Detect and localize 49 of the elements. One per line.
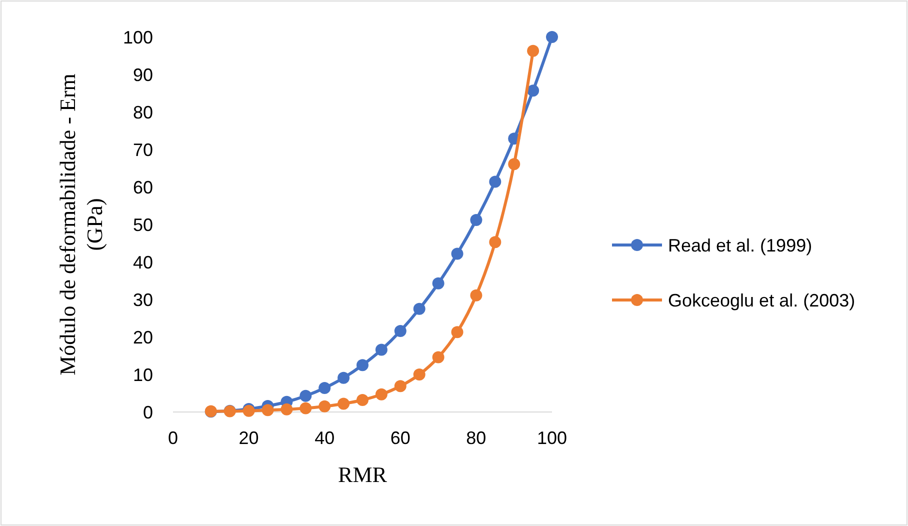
y-tick-label: 80: [132, 102, 153, 122]
point: [508, 158, 520, 170]
x-tick-label: 20: [238, 428, 259, 448]
y-tick-label: 10: [132, 364, 153, 385]
point: [356, 394, 368, 406]
point: [375, 344, 388, 356]
point: [451, 248, 464, 260]
point: [262, 404, 274, 416]
point: [375, 388, 388, 400]
point: [489, 236, 502, 248]
point: [470, 214, 482, 226]
y-tick-label: 0: [142, 402, 153, 422]
x-tick-label: 40: [314, 428, 335, 448]
point: [394, 325, 406, 337]
point: [356, 359, 368, 372]
legend-label: Read et al. (1999): [668, 235, 812, 256]
point: [432, 277, 444, 290]
point: [318, 382, 331, 394]
y-tick-label: 90: [132, 64, 153, 85]
point: [338, 372, 350, 384]
y-tick-label: 70: [132, 140, 153, 160]
point: [300, 390, 312, 402]
x-tick-label: 60: [390, 428, 410, 448]
y-axis-title: Módulo de deformabilidade - Erm (GPa): [55, 74, 107, 376]
point: [527, 44, 540, 57]
y-tick-label: 40: [132, 252, 153, 272]
y-tick-label: 20: [132, 327, 153, 348]
legend-label: Gokceoglu et al. (2003): [668, 290, 856, 310]
point: [413, 302, 426, 315]
point: [432, 351, 444, 364]
point: [394, 380, 406, 392]
y-tick-label: 60: [132, 177, 153, 198]
point: [451, 326, 464, 338]
x-axis-title: RMR: [338, 462, 388, 487]
x-tick-label: 100: [536, 428, 568, 448]
point: [280, 403, 293, 416]
point: [413, 368, 426, 380]
point: [527, 84, 540, 97]
point: [300, 402, 312, 414]
y-tick-label: 30: [132, 290, 153, 310]
x-tick-label: 0: [168, 428, 178, 448]
point: [318, 400, 331, 412]
x-tick-label: 80: [466, 428, 486, 448]
y-tick-label: 50: [132, 214, 153, 235]
y-tick-label: 100: [122, 27, 153, 48]
point: [470, 289, 482, 302]
point: [338, 398, 350, 410]
point: [546, 31, 558, 43]
point: [489, 176, 502, 188]
